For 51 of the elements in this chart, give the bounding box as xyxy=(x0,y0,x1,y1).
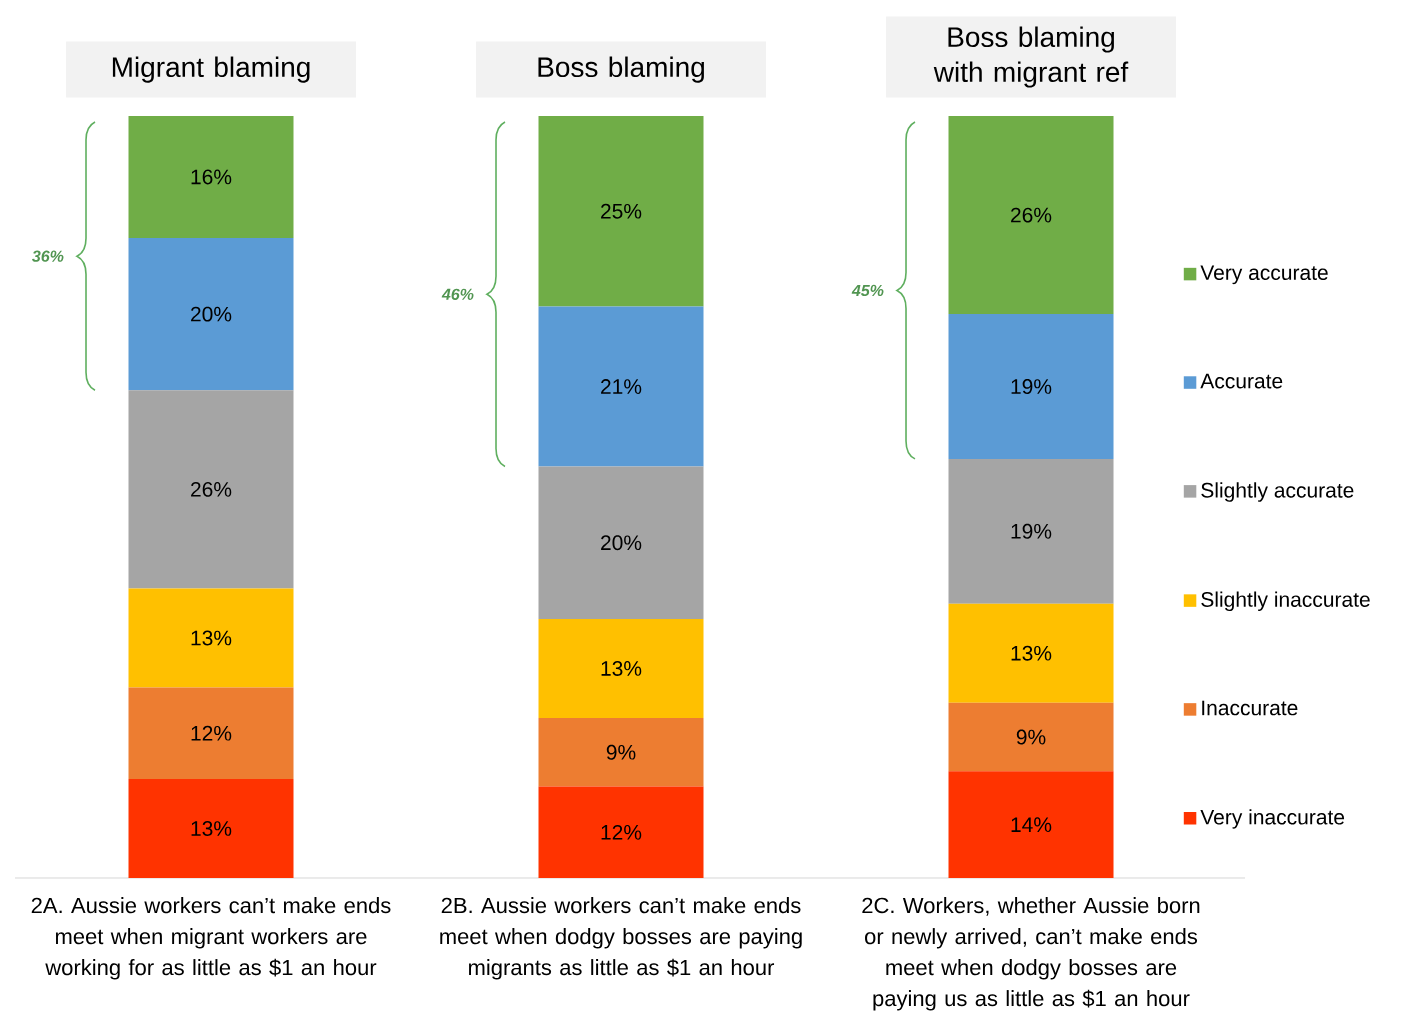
bar xyxy=(128,687,294,779)
data-label: 19% xyxy=(1011,379,1052,394)
text: Boss blaming xyxy=(538,56,704,83)
data-label: 12% xyxy=(601,824,642,840)
data-label: 13% xyxy=(191,630,232,646)
data-label: 14% xyxy=(1011,817,1052,833)
bar xyxy=(128,237,294,391)
bar xyxy=(538,306,704,467)
data-label: 12% xyxy=(191,725,232,741)
bar xyxy=(948,702,1114,772)
data-label: 26% xyxy=(1011,207,1052,223)
data-label: 20% xyxy=(191,306,232,322)
bar xyxy=(128,588,294,688)
bar xyxy=(128,115,294,238)
x-tick-label: 2B. Aussie workers can’t make ends meet when dodgy bosses are paying migrants as little as $1 an hour xyxy=(440,897,802,980)
data-label: 13% xyxy=(1011,645,1052,661)
x-tick-label: 2C. Workers, whether Aussie born or newly arrived, can’t make ends meet when dodgy bosses are paying us as little as $1 an hour xyxy=(862,897,1200,1011)
bar xyxy=(538,786,704,878)
legend-label: Slightly inaccurate xyxy=(1201,591,1370,612)
bar xyxy=(128,390,294,589)
legend-label: Inaccurate xyxy=(1202,700,1298,716)
bar xyxy=(948,314,1114,459)
bar xyxy=(948,115,1114,315)
legend-label: Very inaccurate xyxy=(1200,809,1345,829)
bar xyxy=(538,466,704,619)
bar xyxy=(538,717,704,787)
data-label: 13% xyxy=(191,821,232,836)
bar xyxy=(948,771,1114,878)
text: Boss blaming with migrant ref xyxy=(933,26,1129,88)
data-label: 9% xyxy=(1016,729,1046,745)
data-label: 9% xyxy=(606,744,636,760)
text: Migrant blaming xyxy=(112,56,310,83)
data-label: 25% xyxy=(601,203,642,219)
bar xyxy=(538,618,704,718)
annotation: 45% xyxy=(851,284,884,297)
annotation: 46% xyxy=(441,288,474,300)
legend-label: Accurate xyxy=(1200,373,1283,389)
legend-label: Slightly accurate xyxy=(1201,482,1354,502)
data-label: 20% xyxy=(601,535,642,551)
bar xyxy=(538,115,704,307)
bar xyxy=(948,458,1114,604)
bar xyxy=(128,778,294,878)
annotation: 36% xyxy=(32,250,64,262)
data-label: 26% xyxy=(191,481,232,497)
data-label: 21% xyxy=(601,379,642,394)
data-label: 19% xyxy=(1011,523,1052,539)
data-label: 13% xyxy=(601,661,642,676)
legend-label: Very accurate xyxy=(1200,265,1328,285)
data-label: 16% xyxy=(191,169,232,185)
x-tick-label: 2A. Aussie workers can’t make ends meet when migrant workers are working for as little as $1 an hour xyxy=(31,897,391,980)
bar xyxy=(948,603,1114,703)
